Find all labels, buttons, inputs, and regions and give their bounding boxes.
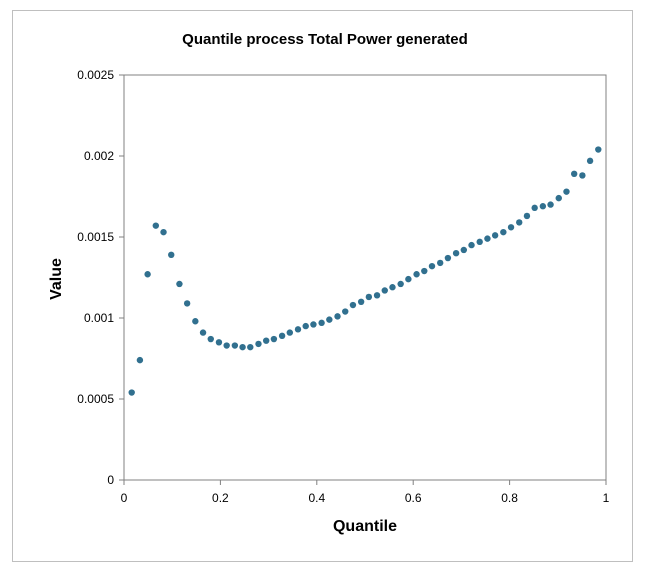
data-point bbox=[136, 356, 144, 364]
chart-title: Quantile process Total Power generated bbox=[182, 31, 468, 48]
y-tick-label: 0.001 bbox=[84, 311, 114, 325]
data-point bbox=[500, 228, 507, 236]
x-tick-label: 0 bbox=[121, 491, 128, 505]
y-tick-label: 0.002 bbox=[84, 149, 114, 163]
data-points bbox=[128, 146, 602, 396]
data-point bbox=[215, 339, 223, 346]
data-point bbox=[405, 275, 412, 283]
chart-frame bbox=[12, 10, 633, 562]
data-point bbox=[199, 329, 207, 336]
data-point bbox=[357, 298, 365, 305]
plot-area bbox=[123, 74, 607, 481]
data-point bbox=[531, 204, 538, 212]
data-point bbox=[192, 318, 199, 325]
data-point bbox=[278, 332, 286, 340]
data-point bbox=[563, 188, 570, 195]
data-point bbox=[373, 292, 381, 299]
data-point bbox=[255, 340, 262, 348]
data-point bbox=[286, 329, 294, 336]
y-tick-label: 0.0015 bbox=[77, 230, 114, 244]
data-point bbox=[586, 157, 594, 165]
data-point bbox=[128, 389, 135, 396]
data-point bbox=[484, 235, 491, 242]
data-point bbox=[444, 254, 452, 262]
data-point bbox=[144, 271, 151, 278]
data-point bbox=[523, 212, 531, 220]
data-point bbox=[160, 228, 167, 236]
data-point bbox=[570, 170, 578, 178]
x-axis: 0 0.2 0.4 0.6 0.8 1 bbox=[121, 480, 610, 505]
data-point bbox=[595, 146, 602, 153]
data-point bbox=[247, 343, 254, 351]
data-point bbox=[547, 201, 554, 208]
data-point bbox=[452, 250, 460, 257]
data-point bbox=[334, 313, 341, 320]
y-axis: 0 0.0005 0.001 0.0015 0.002 0.0025 bbox=[77, 68, 124, 487]
y-tick-label: 0.0025 bbox=[77, 68, 114, 82]
data-point bbox=[491, 232, 499, 239]
data-point bbox=[262, 337, 270, 344]
data-point bbox=[579, 172, 586, 179]
data-point bbox=[342, 308, 349, 315]
data-point bbox=[318, 319, 325, 327]
data-point bbox=[381, 287, 388, 294]
data-point bbox=[183, 300, 191, 307]
data-point bbox=[310, 321, 317, 328]
x-tick-label: 0.4 bbox=[308, 491, 325, 505]
data-point bbox=[436, 259, 444, 267]
x-axis-title: Quantile bbox=[333, 518, 397, 535]
data-point bbox=[207, 335, 214, 343]
data-point bbox=[460, 246, 468, 254]
data-point bbox=[231, 342, 239, 349]
data-point bbox=[365, 293, 373, 301]
data-point bbox=[516, 219, 523, 226]
data-point bbox=[168, 251, 175, 259]
data-point bbox=[555, 194, 562, 202]
data-point bbox=[507, 224, 515, 231]
data-point bbox=[539, 203, 547, 210]
data-point bbox=[389, 284, 396, 291]
y-axis-title: Value bbox=[48, 258, 65, 300]
x-tick-label: 0.8 bbox=[501, 491, 518, 505]
data-point bbox=[421, 267, 428, 275]
data-point bbox=[152, 222, 160, 229]
data-point bbox=[270, 335, 278, 343]
data-point bbox=[349, 301, 357, 309]
data-point bbox=[239, 343, 246, 351]
data-point bbox=[326, 316, 333, 323]
y-tick-label: 0.0005 bbox=[77, 392, 114, 406]
y-tick-label: 0 bbox=[107, 473, 114, 487]
data-point bbox=[428, 262, 436, 270]
x-tick-label: 0.2 bbox=[212, 491, 229, 505]
data-point bbox=[397, 280, 404, 288]
data-point bbox=[223, 342, 230, 349]
data-point bbox=[176, 280, 183, 288]
x-tick-label: 1 bbox=[603, 491, 610, 505]
data-point bbox=[476, 238, 483, 246]
data-point bbox=[413, 271, 420, 278]
data-point bbox=[468, 241, 475, 249]
data-point bbox=[302, 322, 309, 330]
data-point bbox=[294, 326, 302, 333]
x-tick-label: 0.6 bbox=[405, 491, 422, 505]
